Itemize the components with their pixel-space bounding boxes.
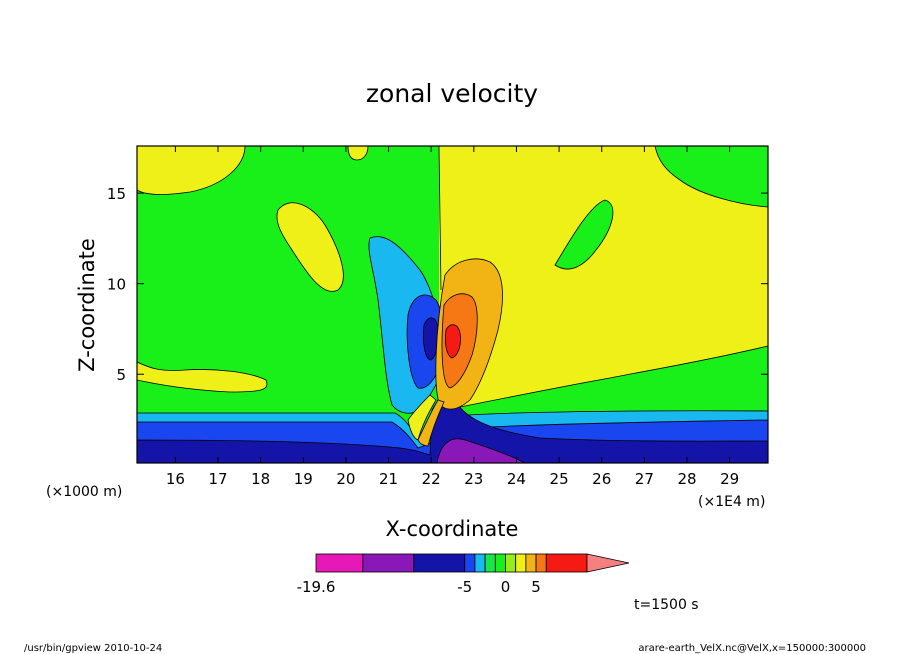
colorbar-segment [474,553,486,573]
colorbar-segment [464,553,476,573]
field-zero-contour [438,146,442,291]
colorbar-min-label: -19.6 [297,578,336,596]
x-tick-label: 27 [635,470,654,488]
x-tick-label: 25 [550,470,569,488]
colorbar-segment [545,553,588,573]
time-label: t=1500 s [634,597,699,613]
field-yellow-lowleft [137,361,268,393]
colorbar [315,553,630,573]
x-tick-label: 22 [422,470,441,488]
field-yellow-topleft [137,146,246,195]
x-axis-title: X-coordinate [386,517,519,541]
footer-right: arare-earth_VelX.nc@VelX,x=150000:300000 [638,643,866,654]
colorbar-segment [505,553,517,573]
plot-frame [136,145,769,464]
field-red-core [444,324,461,359]
field-green-east-patch [554,199,614,270]
field-ridge-stripe-orange [417,399,445,447]
colorbar-segment [315,553,364,573]
colorbar-segment [535,553,547,573]
colorbar-tick-label: -5 [457,578,472,596]
x-tick-label: 19 [294,470,313,488]
x-tick-label: 16 [166,470,185,488]
colorbar-tick-label: 0 [501,578,511,596]
y-tick-label: 15 [107,185,126,203]
x-tick-label: 24 [507,470,526,488]
colorbar-segment [494,553,506,573]
y-axis-title: Z-coordinate [75,238,99,372]
footer-left: /usr/bin/gpview 2010-10-24 [24,643,162,654]
colorbar-segment [525,553,537,573]
field-yellow-topmid [347,146,369,161]
y-unit-label: (×1000 m) [46,484,122,500]
colorbar-tick-label: 5 [531,578,541,596]
x-tick-label: 20 [336,470,355,488]
colorbar-segment [484,553,496,573]
x-tick-label: 18 [251,470,270,488]
field-ridge-stripe-yellow [407,394,437,441]
x-unit-label: (×1E4 m) [698,494,765,510]
colorbar-labels: -19.6 -5 0 5 [297,578,541,596]
colorbar-segment [515,553,527,573]
x-tick-label: 28 [677,470,696,488]
x-tick-label: 21 [379,470,398,488]
x-tick-label: 26 [592,470,611,488]
y-tick-label: 10 [107,276,126,294]
plot-area: 16 17 18 19 20 21 22 23 24 25 26 27 28 29 5 10 15 [107,145,769,488]
colorbar-extension-arrow [586,553,630,573]
colorbar-segment [413,553,466,573]
field-yellow-west-patch [276,202,344,292]
x-tick-label: 23 [464,470,483,488]
x-tick-label: 29 [720,470,739,488]
field-green-topright [654,146,768,208]
y-tick-label: 5 [116,366,126,384]
chart-title: zonal velocity [366,79,538,108]
x-tick-label: 17 [208,470,227,488]
colorbar-segment [362,553,415,573]
y-axis: 5 10 15 [107,185,768,384]
x-axis: 16 17 18 19 20 21 22 23 24 25 26 27 28 29 [166,146,739,488]
